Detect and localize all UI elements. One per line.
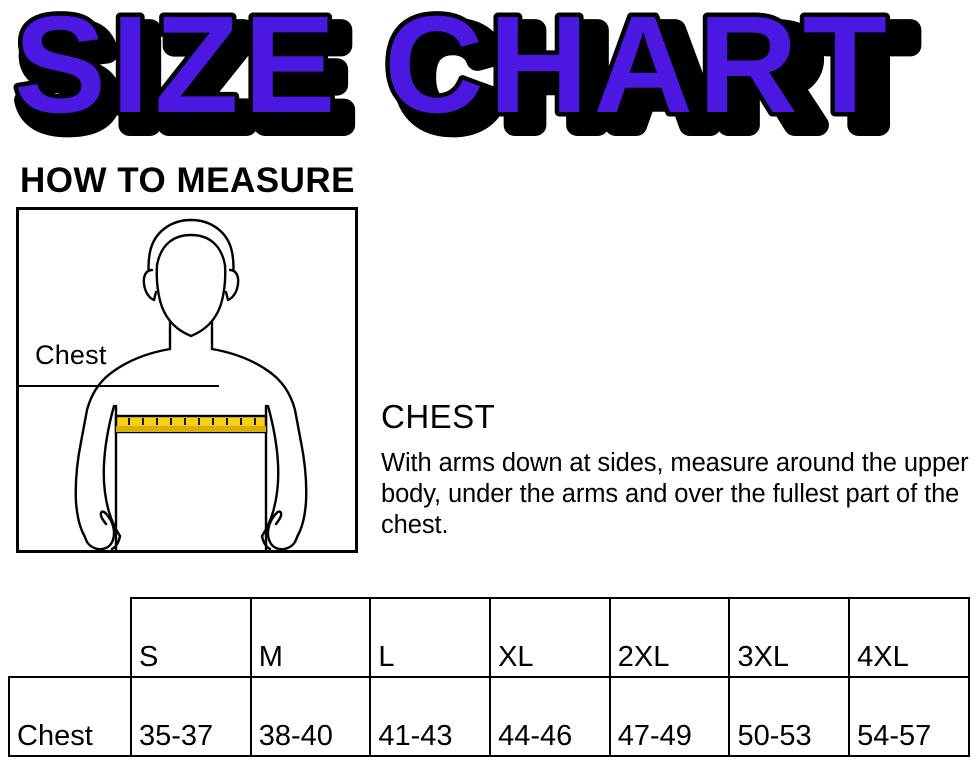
right-shoulder-arm-outer bbox=[210, 347, 303, 444]
table-cell-chest-3xl: 50-53 bbox=[728, 676, 851, 757]
table-header-cell-2xl: 2XL bbox=[608, 597, 731, 678]
tape-measure bbox=[114, 414, 268, 434]
table-cell-chest-xl: 44-46 bbox=[489, 676, 611, 757]
left-arm-outer-lower bbox=[74, 440, 89, 544]
left-ear bbox=[142, 268, 158, 302]
table-header-row: S M L XL 2XL 3XL 4XL bbox=[9, 597, 970, 678]
table-header-cell-3xl: 3XL bbox=[728, 597, 851, 678]
right-arm-outer-lower bbox=[293, 440, 308, 544]
size-table: S M L XL 2XL 3XL 4XL Chest 35-37 38-40 4… bbox=[8, 597, 970, 757]
size-table-container: S M L XL 2XL 3XL 4XL Chest 35-37 38-40 4… bbox=[8, 597, 970, 757]
left-hand bbox=[85, 510, 116, 550]
table-header-cell-xl: XL bbox=[489, 597, 611, 678]
hairline bbox=[155, 233, 227, 267]
table-row: Chest 35-37 38-40 41-43 44-46 47-49 50-5… bbox=[8, 676, 970, 757]
chest-callout-label: Chest bbox=[35, 340, 107, 370]
chest-heading: CHEST bbox=[381, 398, 496, 435]
right-hand bbox=[266, 510, 297, 550]
table-corner-blank bbox=[9, 598, 131, 677]
title-graphic: SIZE CHART SIZE CHART bbox=[10, 0, 923, 150]
table-header-cell-m: M bbox=[249, 597, 372, 678]
chest-callout-leader-line bbox=[19, 385, 219, 387]
table-cell-chest-m: 38-40 bbox=[249, 676, 372, 757]
page-title: SIZE CHART SIZE CHART bbox=[0, 0, 978, 150]
measurement-illustration-box: Chest bbox=[16, 207, 358, 553]
tape-ticks bbox=[128, 418, 256, 425]
table-cell-chest-s: 35-37 bbox=[130, 676, 252, 757]
face-jaw-outline bbox=[155, 263, 227, 338]
table-header-cell-s: S bbox=[130, 597, 252, 678]
head-right-outline bbox=[189, 218, 235, 296]
how-to-measure-heading: HOW TO MEASURE bbox=[20, 161, 355, 200]
chest-info-block: CHEST With arms down at sides, measure a… bbox=[381, 398, 971, 541]
chest-description: With arms down at sides, measure around … bbox=[381, 449, 969, 539]
table-header-cell-l: L bbox=[369, 597, 492, 678]
tape-band-shadow bbox=[116, 426, 266, 432]
table-cell-chest-l: 41-43 bbox=[369, 676, 492, 757]
title-fill-text: SIZE CHART bbox=[14, 0, 892, 142]
right-ear bbox=[224, 268, 240, 302]
table-header-cell-4xl: 4XL bbox=[848, 597, 970, 678]
table-cell-chest-4xl: 54-57 bbox=[848, 676, 970, 757]
male-torso-figure bbox=[74, 218, 308, 550]
head-left-outline bbox=[147, 218, 193, 296]
table-cell-chest-2xl: 47-49 bbox=[608, 676, 731, 757]
table-row-label-chest: Chest bbox=[8, 676, 132, 757]
title-shadow-text: SIZE CHART bbox=[21, 0, 917, 150]
left-shoulder-arm-outer bbox=[79, 347, 172, 444]
